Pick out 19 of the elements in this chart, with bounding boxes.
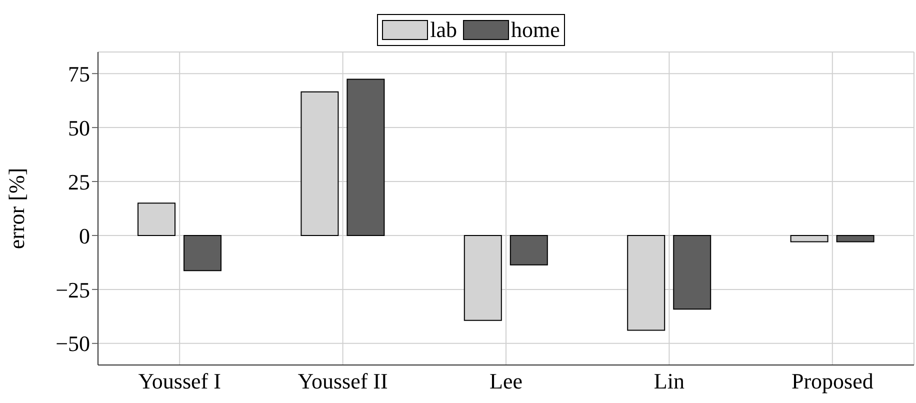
x-tick-label: Youssef II — [298, 368, 388, 394]
bar — [346, 78, 385, 236]
x-tick-label: Lee — [490, 368, 522, 394]
bar — [184, 234, 222, 272]
y-tick-label: 50 — [68, 115, 90, 140]
legend-label: lab — [430, 17, 457, 43]
y-axis-title: error [%] — [4, 168, 29, 250]
bar — [836, 234, 874, 242]
x-tick-label: Proposed — [791, 368, 874, 394]
bar — [510, 234, 548, 266]
y-tick-label: −25 — [56, 277, 90, 302]
y-tick-label: −50 — [56, 331, 90, 356]
x-tick-label: Lin — [654, 368, 684, 394]
legend-label: home — [511, 17, 560, 43]
y-tick-label: 75 — [68, 61, 90, 86]
x-tick-label: Youssef I — [138, 368, 221, 394]
y-tick-label: 25 — [68, 169, 90, 194]
y-tick-label: 0 — [79, 223, 90, 248]
bar — [673, 234, 712, 310]
